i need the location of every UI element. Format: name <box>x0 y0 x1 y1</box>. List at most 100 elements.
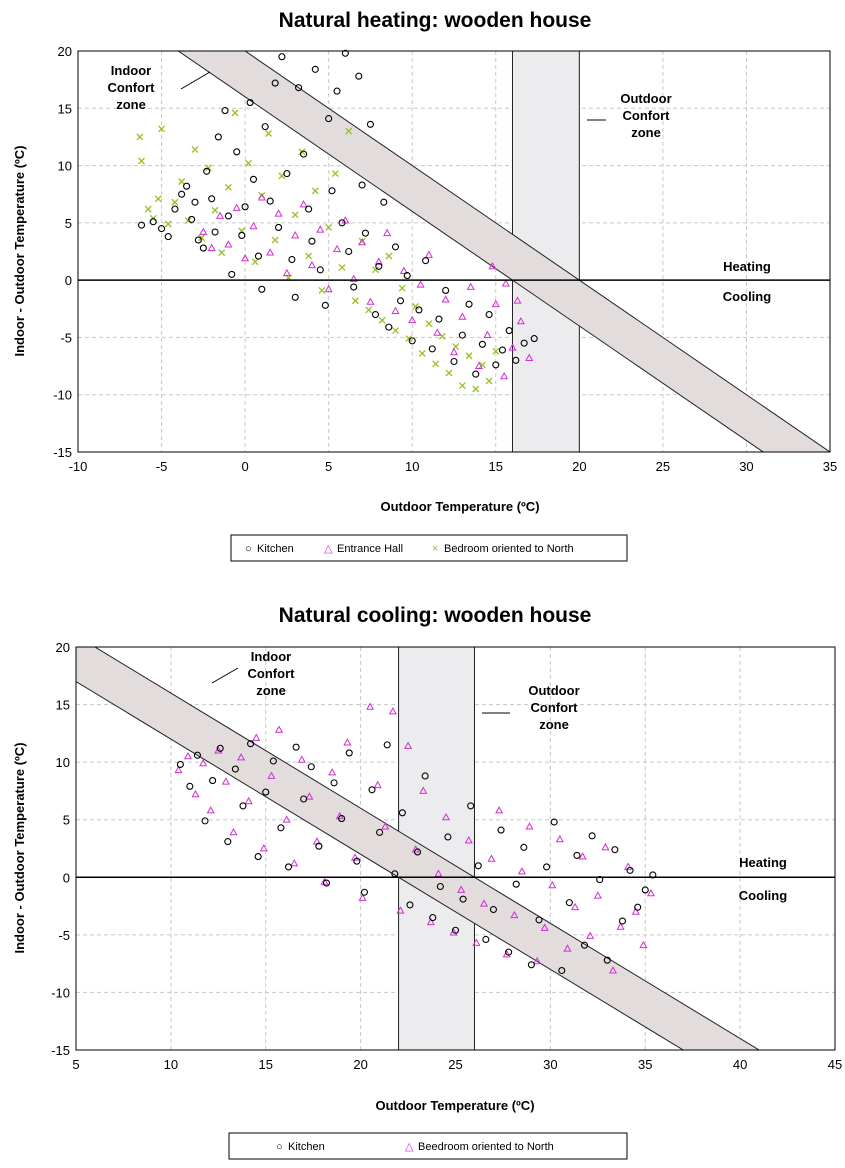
data-point <box>441 295 450 303</box>
data-point <box>269 757 277 765</box>
data-point <box>441 812 451 821</box>
data-point <box>297 755 306 763</box>
data-point <box>221 107 229 115</box>
data-point <box>282 268 291 277</box>
data-point <box>525 353 534 361</box>
data-point <box>396 297 405 305</box>
data-point <box>641 886 649 894</box>
data-point <box>593 891 602 899</box>
indoor-comfort-zone-band <box>177 51 830 452</box>
data-point <box>199 758 208 767</box>
data-point <box>252 733 261 741</box>
data-point <box>520 339 528 347</box>
y-tick-label: -5 <box>58 928 70 943</box>
data-point <box>570 902 580 911</box>
data-point <box>284 863 293 871</box>
data-point <box>458 331 466 339</box>
data-point <box>355 72 363 80</box>
data-point <box>465 300 473 308</box>
chart1-plot-frame <box>77 50 831 453</box>
chart2-legend-box <box>228 1132 628 1160</box>
chart2-annotations: Indoor Confort zone Outdoor Confort zone Hea… <box>211 649 787 903</box>
data-point <box>391 306 400 314</box>
data-point <box>464 836 473 844</box>
data-point <box>345 749 353 757</box>
data-point <box>350 283 358 291</box>
data-point <box>608 966 618 974</box>
x-tick-label: -10 <box>69 459 88 474</box>
data-point <box>291 293 299 301</box>
data-point <box>203 167 211 175</box>
data-point <box>360 888 368 896</box>
y-tick-label: 10 <box>58 159 72 174</box>
data-point <box>228 270 236 278</box>
data-point <box>371 266 379 274</box>
chart1-annotations: Indoor Confort zone Outdoor Confort zone Hea… <box>108 63 772 304</box>
chart1-legend-bedroom-symbol: × <box>432 543 438 555</box>
y-tick-label: 15 <box>56 698 70 713</box>
data-point <box>383 741 391 749</box>
data-point <box>391 243 400 251</box>
data-point <box>478 361 486 369</box>
data-point <box>305 205 313 213</box>
data-point <box>525 822 534 830</box>
chart2-legend-bedroom: Beedroom oriented to North <box>418 1141 554 1153</box>
data-point <box>535 916 543 924</box>
chart1-y-tick-labels: -15 -10 -5 0 5 10 15 20 <box>53 44 72 460</box>
data-point <box>209 777 217 785</box>
data-point <box>485 377 493 385</box>
data-point <box>322 879 331 887</box>
data-point <box>325 115 333 123</box>
data-point <box>634 903 642 911</box>
chart1-indoor-zone-pointer <box>180 71 211 90</box>
data-point <box>249 175 258 183</box>
data-point <box>467 802 475 810</box>
data-point <box>251 258 259 266</box>
data-point <box>266 248 275 256</box>
x-tick-label: -5 <box>156 459 168 474</box>
data-point <box>271 236 279 244</box>
data-point <box>345 127 353 135</box>
data-point <box>543 863 551 871</box>
data-point <box>261 123 269 131</box>
data-point <box>451 926 460 934</box>
data-point <box>475 361 484 369</box>
data-point <box>216 744 224 752</box>
data-point <box>366 120 374 128</box>
data-point <box>164 220 172 228</box>
x-tick-label: 10 <box>405 459 419 474</box>
data-point <box>465 352 473 360</box>
data-point <box>307 260 317 269</box>
data-point <box>283 170 291 178</box>
y-tick-label: -10 <box>51 985 70 1000</box>
data-point <box>624 862 633 870</box>
data-point <box>512 356 520 364</box>
data-point <box>418 350 426 357</box>
data-point <box>320 877 329 885</box>
data-point <box>611 846 619 854</box>
plot-border <box>75 646 836 1051</box>
data-point <box>171 205 179 213</box>
data-point <box>171 198 179 206</box>
data-point <box>241 253 250 262</box>
data-point <box>510 910 519 919</box>
data-point <box>618 917 627 925</box>
data-point <box>449 347 459 356</box>
y-tick-label: 15 <box>58 101 72 116</box>
data-point <box>315 842 323 850</box>
data-point <box>498 346 507 354</box>
data-point <box>324 284 333 293</box>
data-point <box>371 310 380 319</box>
data-point <box>191 198 199 206</box>
data-point <box>501 279 510 287</box>
data-point <box>266 197 274 205</box>
data-point <box>259 844 268 852</box>
data-point <box>358 181 366 189</box>
chart2-indoor-zone-label: Indoor Confort zone <box>248 649 296 698</box>
chart1-legend-entrance-symbol: △ <box>324 543 333 555</box>
data-point <box>231 109 239 117</box>
data-point <box>188 215 196 223</box>
data-point <box>318 286 326 294</box>
x-tick-label: 5 <box>325 459 332 474</box>
data-point <box>305 792 314 800</box>
